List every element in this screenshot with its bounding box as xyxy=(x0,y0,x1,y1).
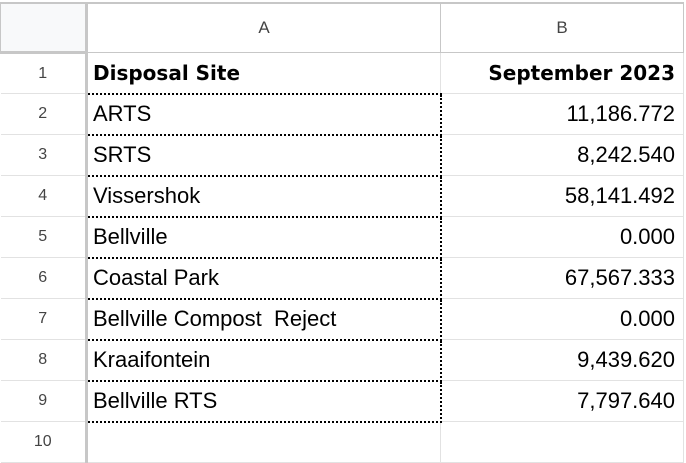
cell-b5[interactable]: 0.000 xyxy=(440,216,684,258)
cell-b9[interactable]: 7,797.640 xyxy=(440,380,684,422)
cell-b1[interactable]: September 2023 xyxy=(440,52,684,94)
table-row: 5 Bellville 0.000 xyxy=(0,216,684,259)
row-header[interactable]: 7 xyxy=(0,298,88,340)
row-header[interactable]: 1 xyxy=(0,52,88,94)
row-header[interactable]: 6 xyxy=(0,257,88,299)
row-header[interactable]: 5 xyxy=(0,216,88,258)
table-row: 2 ARTS 11,186.772 xyxy=(0,93,684,136)
table-row: 4 Vissershok 58,141.492 xyxy=(0,175,684,218)
table-row: 9 Bellville RTS 7,797.640 xyxy=(0,380,684,423)
column-header-row: A B xyxy=(0,2,684,54)
row-header[interactable]: 8 xyxy=(0,339,88,381)
table-row: 3 SRTS 8,242.540 xyxy=(0,134,684,177)
column-header-a[interactable]: A xyxy=(86,2,441,53)
cell-a4[interactable]: Vissershok xyxy=(86,175,442,218)
row-header[interactable]: 9 xyxy=(0,380,88,422)
cell-b2[interactable]: 11,186.772 xyxy=(440,93,684,135)
cell-a9[interactable]: Bellville RTS xyxy=(86,380,442,423)
cell-b6[interactable]: 67,567.333 xyxy=(440,257,684,299)
table-row: 1 Disposal Site September 2023 xyxy=(0,52,684,95)
cell-b4[interactable]: 58,141.492 xyxy=(440,175,684,217)
cell-a1[interactable]: Disposal Site xyxy=(86,52,441,95)
cell-a7[interactable]: Bellville Compost Reject xyxy=(86,298,442,341)
cell-b7[interactable]: 0.000 xyxy=(440,298,684,340)
row-header[interactable]: 3 xyxy=(0,134,88,176)
column-header-b[interactable]: B xyxy=(440,2,684,53)
table-row: 6 Coastal Park 67,567.333 xyxy=(0,257,684,300)
row-header[interactable]: 2 xyxy=(0,93,88,135)
row-header[interactable]: 4 xyxy=(0,175,88,217)
cell-a8[interactable]: Kraaifontein xyxy=(86,339,442,382)
cell-b8[interactable]: 9,439.620 xyxy=(440,339,684,381)
cell-a6[interactable]: Coastal Park xyxy=(86,257,442,300)
select-all-corner[interactable] xyxy=(0,2,88,54)
cell-a3[interactable]: SRTS xyxy=(86,134,442,177)
cell-b3[interactable]: 8,242.540 xyxy=(440,134,684,176)
table-row: 7 Bellville Compost Reject 0.000 xyxy=(0,298,684,341)
cell-a2[interactable]: ARTS xyxy=(86,93,442,136)
table-row: 8 Kraaifontein 9,439.620 xyxy=(0,339,684,382)
cell-a5[interactable]: Bellville xyxy=(86,216,442,259)
